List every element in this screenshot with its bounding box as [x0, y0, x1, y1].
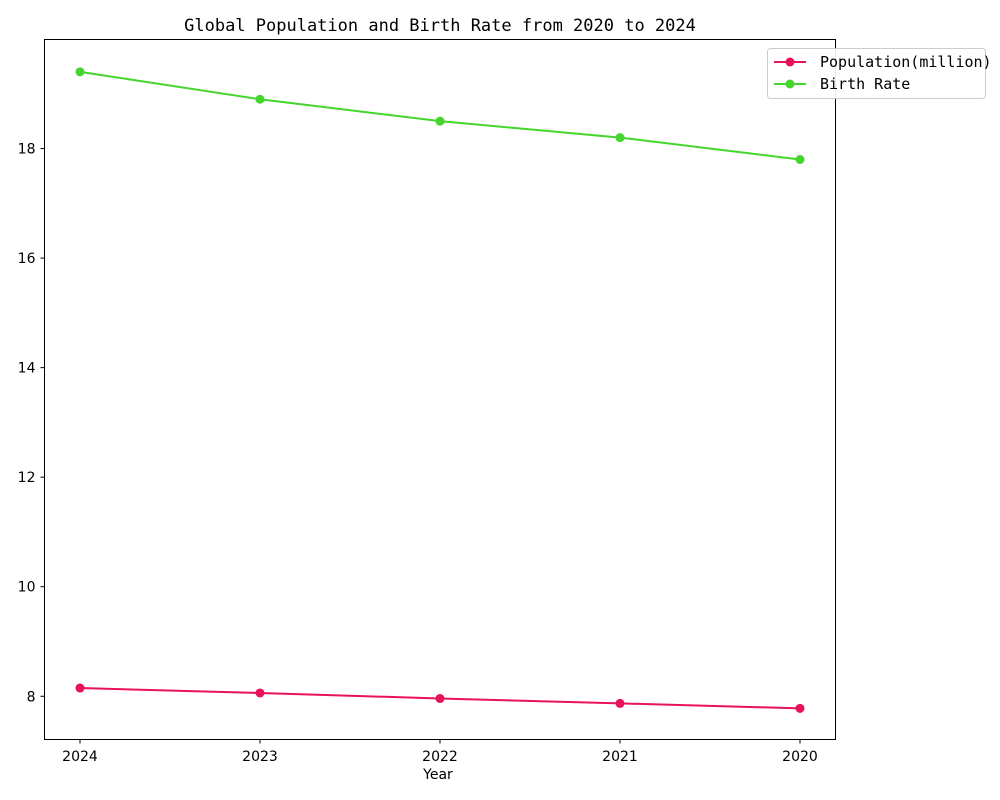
y-tick-label: 8 — [27, 689, 36, 705]
data-point — [435, 116, 445, 126]
x-axis: 2024 2023 2022 2021 2020 — [62, 739, 818, 765]
x-tick-label: 2023 — [242, 749, 278, 765]
data-point — [615, 698, 625, 708]
data-point — [795, 155, 805, 165]
data-point — [255, 94, 265, 104]
plot-area-frame — [44, 39, 836, 740]
series-line — [79, 70, 801, 161]
legend-label: Birth Rate — [820, 75, 910, 93]
legend: Population(million) Birth Rate — [767, 48, 992, 99]
x-tick-label: 2020 — [782, 749, 818, 765]
x-tick-label: 2022 — [422, 749, 458, 765]
x-axis-label: Year — [422, 767, 453, 783]
data-point — [615, 133, 625, 143]
data-point — [75, 67, 85, 77]
data-point — [795, 703, 805, 713]
y-axis: 8 10 12 14 16 18 — [18, 142, 45, 705]
data-point — [435, 693, 445, 703]
x-tick-label: 2021 — [602, 749, 638, 765]
y-tick-label: 16 — [18, 251, 36, 267]
legend-marker — [785, 79, 795, 89]
y-tick-label: 12 — [18, 470, 36, 486]
series-0 — [75, 683, 805, 713]
y-tick-label: 14 — [18, 361, 36, 377]
x-tick-label: 2024 — [62, 749, 98, 765]
y-tick-label: 10 — [18, 580, 36, 596]
legend-label: Population(million) — [820, 53, 992, 71]
legend-marker — [785, 57, 795, 67]
series-layer — [75, 67, 805, 713]
data-point — [75, 683, 85, 693]
series-1 — [75, 67, 805, 165]
data-point — [255, 688, 265, 698]
legend-frame — [767, 48, 986, 99]
y-tick-label: 18 — [18, 142, 36, 158]
chart-title: Global Population and Birth Rate from 20… — [184, 16, 696, 36]
